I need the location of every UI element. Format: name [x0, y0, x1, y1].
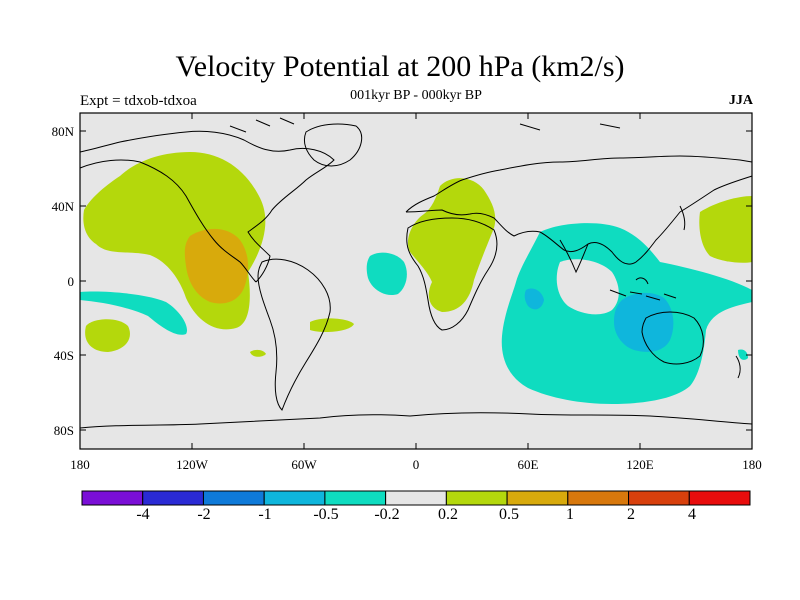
africa-coast — [406, 217, 498, 331]
colorbar-label: 0.5 — [499, 506, 519, 523]
west-pacific-positive — [699, 196, 752, 263]
colorbar-label: -1 — [258, 506, 272, 523]
colorbar-swatch — [202, 490, 265, 506]
indian-negative-small — [524, 288, 544, 310]
lon-label-60w: 60W — [291, 457, 317, 472]
colorbar-label: -0.2 — [374, 506, 400, 523]
australia-coast — [641, 311, 704, 365]
colorbar-swatch — [263, 490, 326, 506]
lat-label-80n: 80N — [51, 124, 74, 139]
positive-mid-regions — [184, 228, 249, 304]
colorbar-swatch — [688, 490, 751, 506]
colorbar-label: -2 — [197, 506, 211, 523]
colorbar-label: 2 — [627, 506, 635, 523]
lon-label-0: 0 — [412, 457, 420, 472]
south-pacific-positive-1 — [85, 319, 130, 352]
japan-coast — [679, 205, 686, 231]
south-pacific-negative — [80, 291, 188, 335]
coastlines — [79, 117, 753, 429]
lon-label-120w: 120W — [176, 457, 208, 472]
page-title: Velocity Potential at 200 hPa (km2/s) — [175, 50, 625, 83]
arctic-islands — [229, 117, 621, 133]
eurasia-coast — [405, 155, 753, 265]
south-america-coast — [257, 258, 331, 411]
arabian-neutral-hole — [556, 259, 619, 315]
lon-label-60e: 60E — [517, 457, 539, 472]
colorbar-swatch — [385, 490, 447, 506]
lon-label-180w: 180 — [70, 457, 90, 472]
north-america-coast — [79, 130, 335, 283]
colorbar-label: 0.2 — [438, 506, 458, 523]
greenland-coast — [303, 123, 363, 167]
colorbar-label: -0.5 — [313, 506, 339, 523]
colorbar-swatch — [324, 490, 387, 506]
south-pacific-positive-3 — [250, 349, 266, 357]
colorbar-swatch — [142, 490, 204, 506]
lon-label-120e: 120E — [626, 457, 654, 472]
new-zealand-coast — [735, 355, 741, 379]
season-label: JJA — [728, 93, 753, 108]
east-pacific-positive-core — [184, 228, 249, 304]
colorbar-label: 4 — [688, 506, 696, 523]
indonesia-islands — [609, 277, 677, 301]
subtitle: 001kyr BP - 000kyr BP — [350, 88, 482, 103]
colorbar-swatch — [445, 490, 508, 506]
lat-ticks — [80, 130, 752, 431]
lat-label-40n: 40N — [51, 199, 74, 214]
lat-label-0: 0 — [67, 274, 75, 289]
colorbar-swatch — [506, 490, 569, 506]
colorbar-label: -4 — [136, 506, 150, 523]
india-coast — [559, 239, 589, 274]
colorbar-swatch — [628, 490, 690, 506]
atlantic-negative — [366, 252, 407, 296]
lon-ticks — [79, 113, 753, 449]
lat-label-80s: 80S — [53, 423, 74, 438]
south-pacific-positive-2 — [310, 318, 354, 332]
colorbar-swatch — [567, 490, 630, 506]
australia-negative-patch — [738, 349, 748, 360]
lat-label-40s: 40S — [53, 348, 74, 363]
colorbar — [81, 490, 751, 506]
lon-label-180e: 180 — [742, 457, 762, 472]
africa-positive — [407, 178, 496, 312]
colorbar-label: 1 — [566, 506, 574, 523]
experiment-label: Expt = tdxob-tdxoa — [80, 93, 197, 109]
colorbar-swatch — [81, 490, 144, 506]
antarctica-coast — [79, 412, 753, 429]
